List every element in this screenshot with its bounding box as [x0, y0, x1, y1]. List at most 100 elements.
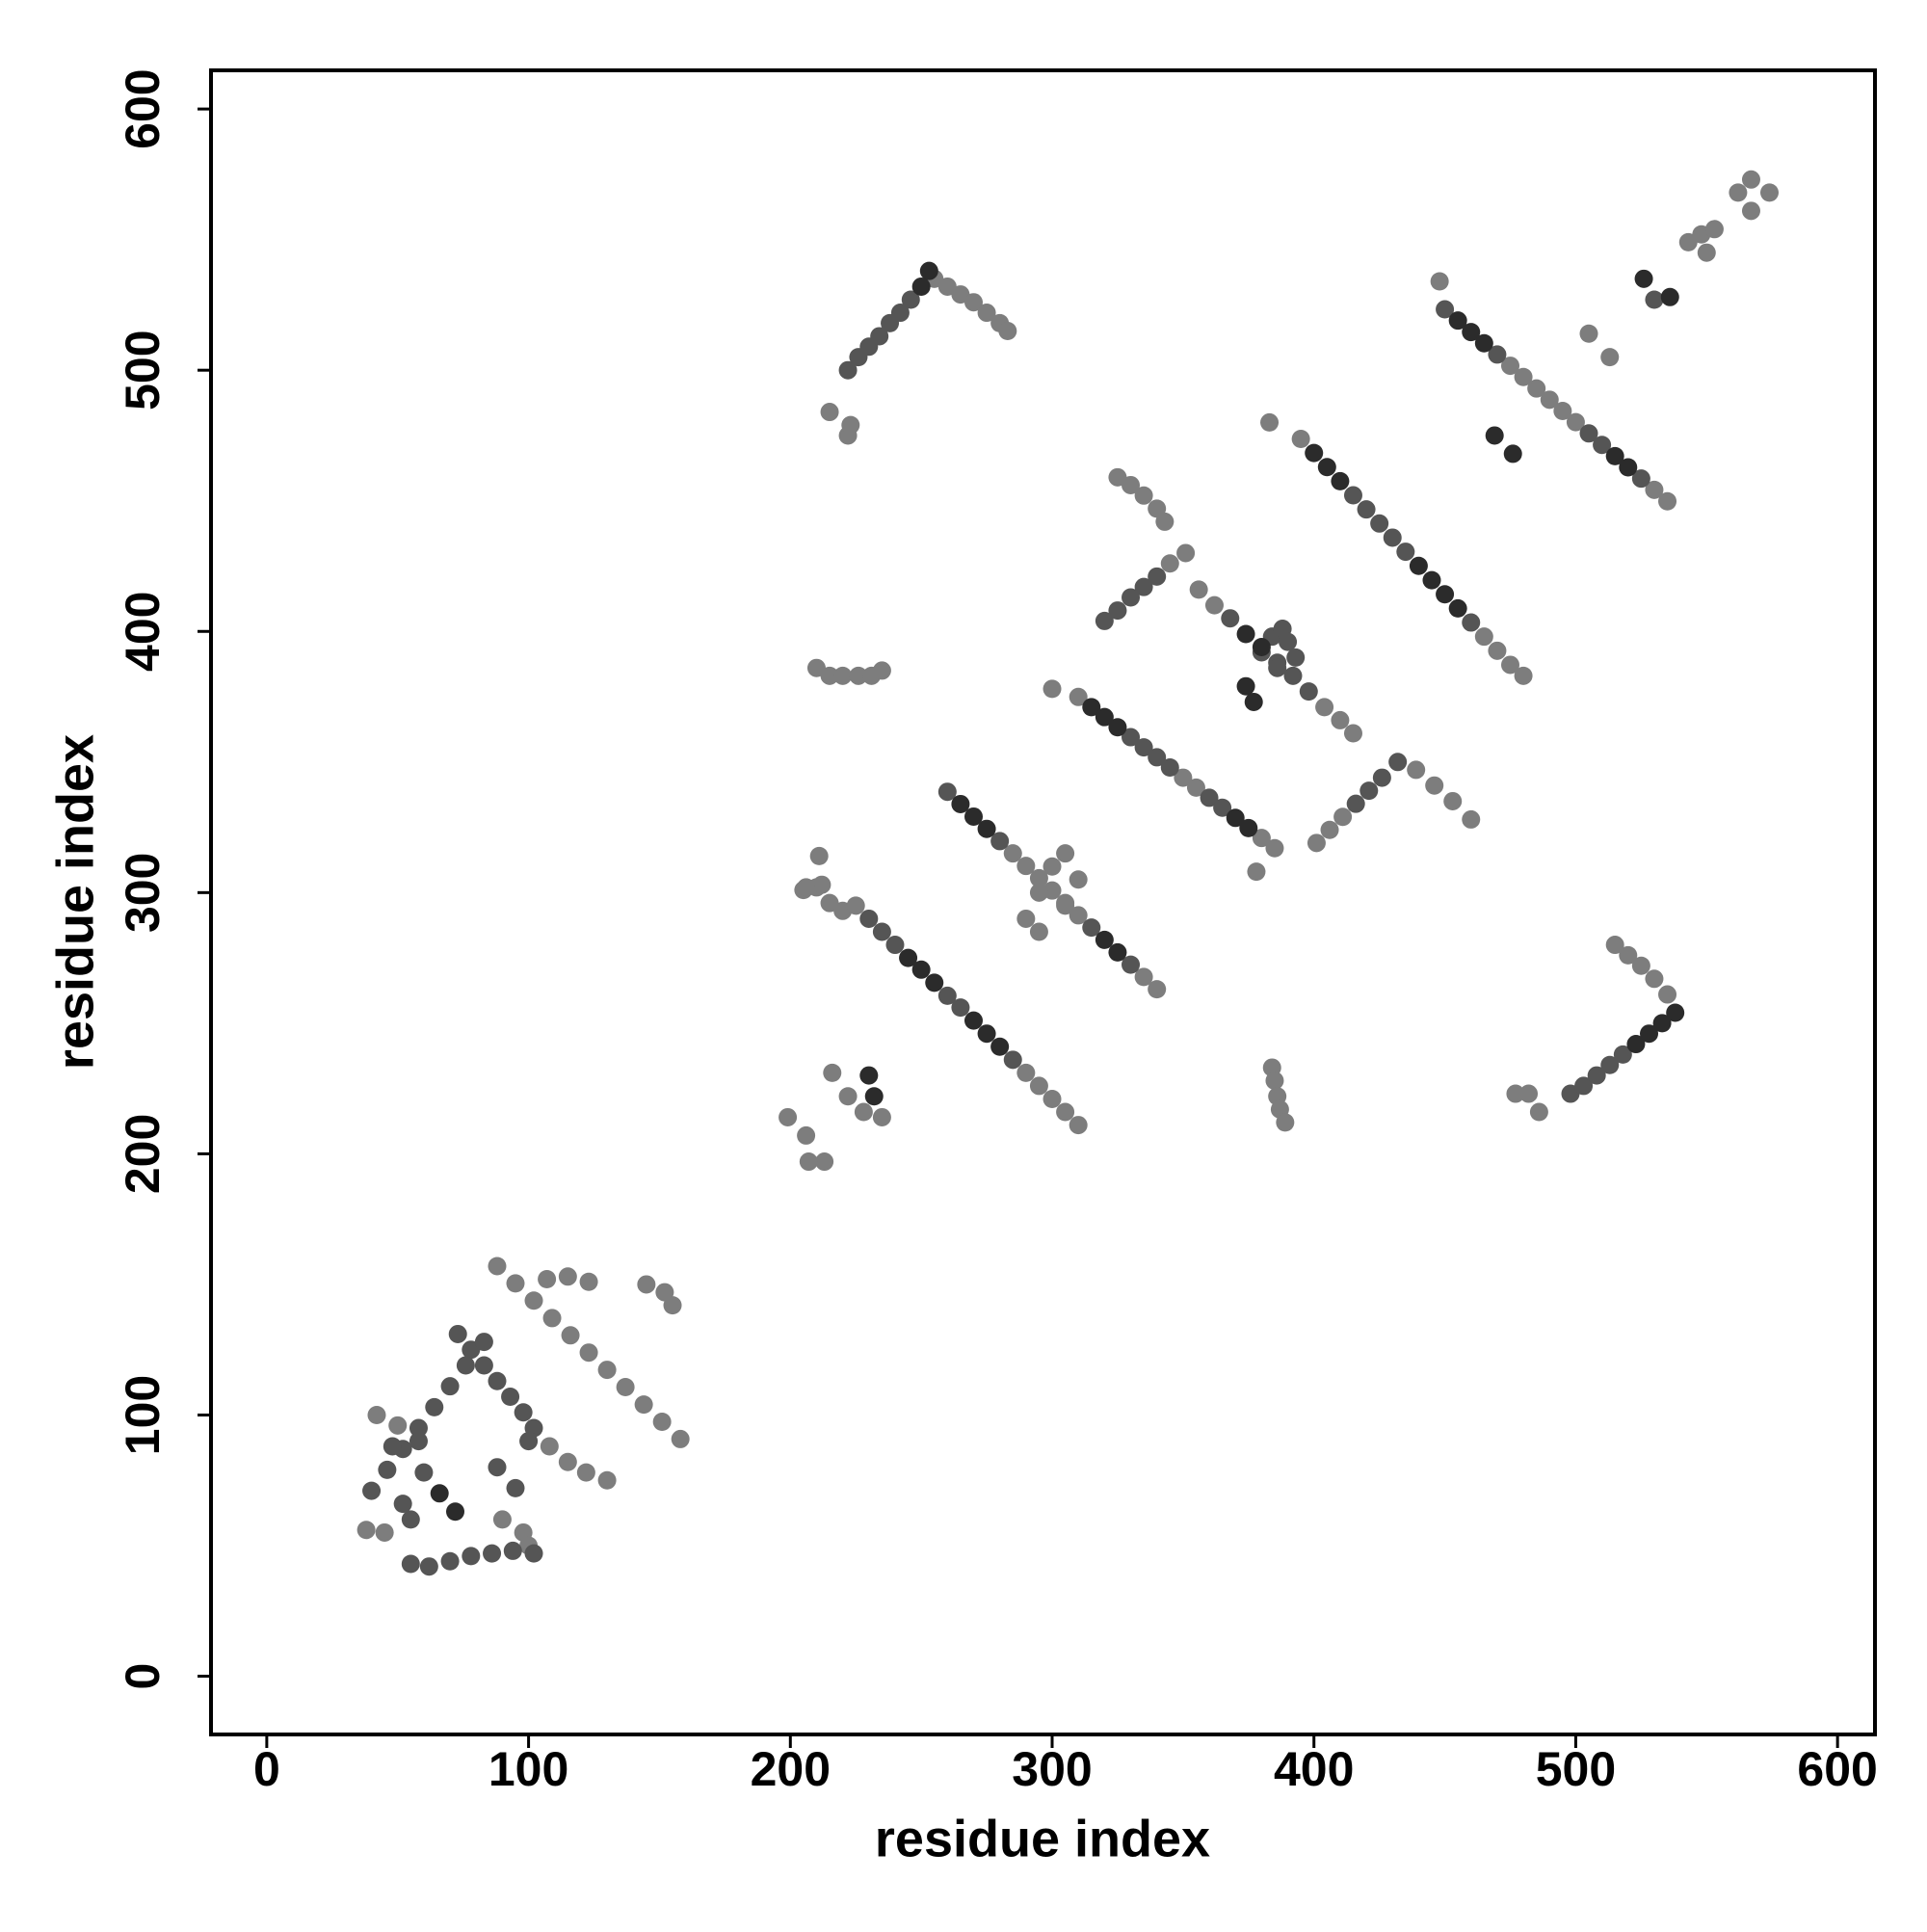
scatter-point [964, 293, 983, 312]
scatter-point [440, 1377, 460, 1396]
scatter-point [1422, 570, 1441, 590]
scatter-point [1645, 969, 1664, 989]
scatter-point [1514, 367, 1533, 386]
scatter-point [1514, 666, 1533, 685]
scatter-point [1343, 724, 1362, 743]
scatter-point [425, 1397, 444, 1416]
scatter-point [1213, 798, 1232, 817]
scatter-point [1299, 682, 1318, 701]
scatter-point [820, 403, 839, 422]
scatter-point [925, 973, 944, 992]
scatter-point [1343, 486, 1362, 505]
scatter-point [854, 1102, 873, 1122]
scatter-point [838, 1087, 858, 1106]
scatter-point [1148, 748, 1167, 767]
scatter-point [977, 304, 996, 323]
scatter-point [1247, 862, 1266, 882]
scatter-point [1236, 676, 1255, 696]
scatter-point [378, 1460, 397, 1479]
scatter-point [1443, 791, 1463, 810]
scatter-point [1189, 580, 1208, 599]
scatter-point [1425, 776, 1444, 795]
scatter-point [864, 1087, 884, 1106]
y-tick-label: 500 [116, 330, 170, 410]
scatter-point [1016, 857, 1036, 876]
scatter-point [409, 1418, 428, 1438]
scatter-point [1029, 883, 1048, 902]
scatter-point [514, 1403, 533, 1422]
scatter-point [799, 1152, 818, 1172]
scatter-point [1462, 613, 1481, 632]
scatter-point [540, 1437, 559, 1456]
scatter-point [872, 1107, 891, 1126]
scatter-point [1265, 1072, 1284, 1091]
scatter-point [637, 1275, 656, 1294]
scatter-point [506, 1478, 525, 1497]
scatter-point [1043, 1089, 1062, 1108]
scatter-point [462, 1547, 481, 1566]
scatter-point [1488, 641, 1507, 660]
scatter-point [506, 1274, 525, 1293]
scatter-point [488, 1458, 507, 1477]
scatter-point [1396, 543, 1415, 562]
scatter-point [409, 1432, 428, 1451]
scatter-point [1553, 401, 1572, 420]
scatter-point [1579, 424, 1598, 443]
scatter-point [1003, 1050, 1022, 1070]
scatter-point [919, 261, 938, 280]
scatter-point [1660, 287, 1679, 306]
scatter-point [474, 1333, 493, 1352]
scatter-point [1540, 390, 1559, 410]
scatter-point [1333, 807, 1353, 827]
scatter-point [1331, 471, 1350, 490]
scatter-point [1600, 1055, 1620, 1074]
scatter-point [1082, 698, 1101, 717]
scatter-point [899, 948, 918, 967]
scatter-point [901, 290, 920, 309]
scatter-point [1331, 710, 1350, 729]
scatter-point [1760, 183, 1780, 202]
scatter-point [388, 1416, 408, 1435]
scatter-point [1346, 794, 1365, 813]
scatter-point [1186, 778, 1205, 797]
scatter-point [1056, 1102, 1075, 1122]
scatter-point [1407, 760, 1426, 780]
scatter-point [419, 1557, 438, 1576]
scatter-point [1317, 458, 1336, 477]
scatter-point [1741, 201, 1760, 221]
scatter-point [937, 782, 957, 802]
scatter-point [367, 1405, 386, 1424]
x-tick-label: 200 [751, 1742, 831, 1796]
scatter-point [990, 832, 1010, 851]
scatter-point [401, 1554, 420, 1574]
x-tick-label: 300 [1012, 1742, 1092, 1796]
scatter-point [1176, 543, 1196, 563]
scatter-point [1095, 930, 1114, 949]
scatter-point [951, 998, 970, 1018]
scatter-point [524, 1291, 543, 1310]
scatter-point [1082, 918, 1101, 938]
scatter-point [1527, 379, 1546, 398]
scatter-point [964, 807, 983, 826]
scatter-point [990, 1037, 1010, 1056]
scatter-point [652, 1413, 672, 1432]
scatter-point [911, 960, 931, 979]
scatter-point [1519, 1084, 1539, 1103]
x-tick-label: 0 [253, 1742, 280, 1796]
scatter-point [1029, 1076, 1048, 1096]
scatter-point [1666, 1003, 1685, 1022]
x-tick-label: 400 [1274, 1742, 1354, 1796]
scatter-point [1160, 554, 1179, 573]
scatter-point [1320, 820, 1339, 839]
scatter-point [1200, 788, 1219, 807]
scatter-point [977, 819, 996, 838]
scatter-point [1174, 768, 1193, 787]
scatter-point [1134, 967, 1153, 987]
scatter-point [1095, 707, 1114, 727]
scatter-point [1645, 290, 1664, 309]
scatter-point [1631, 469, 1650, 489]
scatter-point [1729, 183, 1748, 202]
y-tick-label: 0 [116, 1663, 170, 1690]
plot-frame [209, 68, 1877, 1736]
scatter-point [597, 1361, 617, 1380]
